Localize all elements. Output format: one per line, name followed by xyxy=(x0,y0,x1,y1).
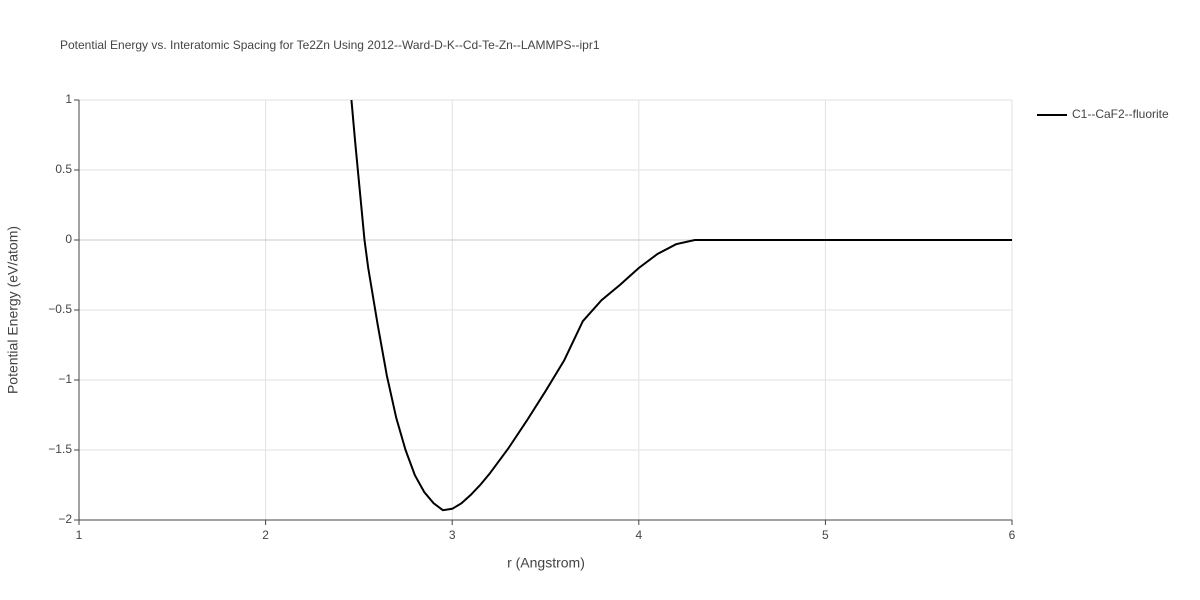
y-tick-label: −1.5 xyxy=(48,442,72,456)
y-axis-label: Potential Energy (eV/atom) xyxy=(5,226,21,394)
y-tick-label: 1 xyxy=(65,92,72,106)
x-tick-label: 2 xyxy=(262,528,269,542)
y-tick-label: 0.5 xyxy=(55,162,72,176)
chart-title: Potential Energy vs. Interatomic Spacing… xyxy=(60,38,600,52)
y-tick-label: −2 xyxy=(58,512,72,526)
y-tick-label: −1 xyxy=(58,372,72,386)
x-tick-label: 1 xyxy=(76,528,83,542)
y-tick-label: −0.5 xyxy=(48,302,72,316)
data-line xyxy=(350,99,1012,512)
y-tick-label: 0 xyxy=(65,232,72,246)
x-tick-label: 3 xyxy=(449,528,456,542)
x-axis-label: r (Angstrom) xyxy=(507,555,585,571)
legend-label: C1--CaF2--fluorite xyxy=(1072,107,1169,121)
x-tick-label: 6 xyxy=(1009,528,1016,542)
x-tick-label: 4 xyxy=(635,528,642,542)
x-tick-label: 5 xyxy=(822,528,829,542)
